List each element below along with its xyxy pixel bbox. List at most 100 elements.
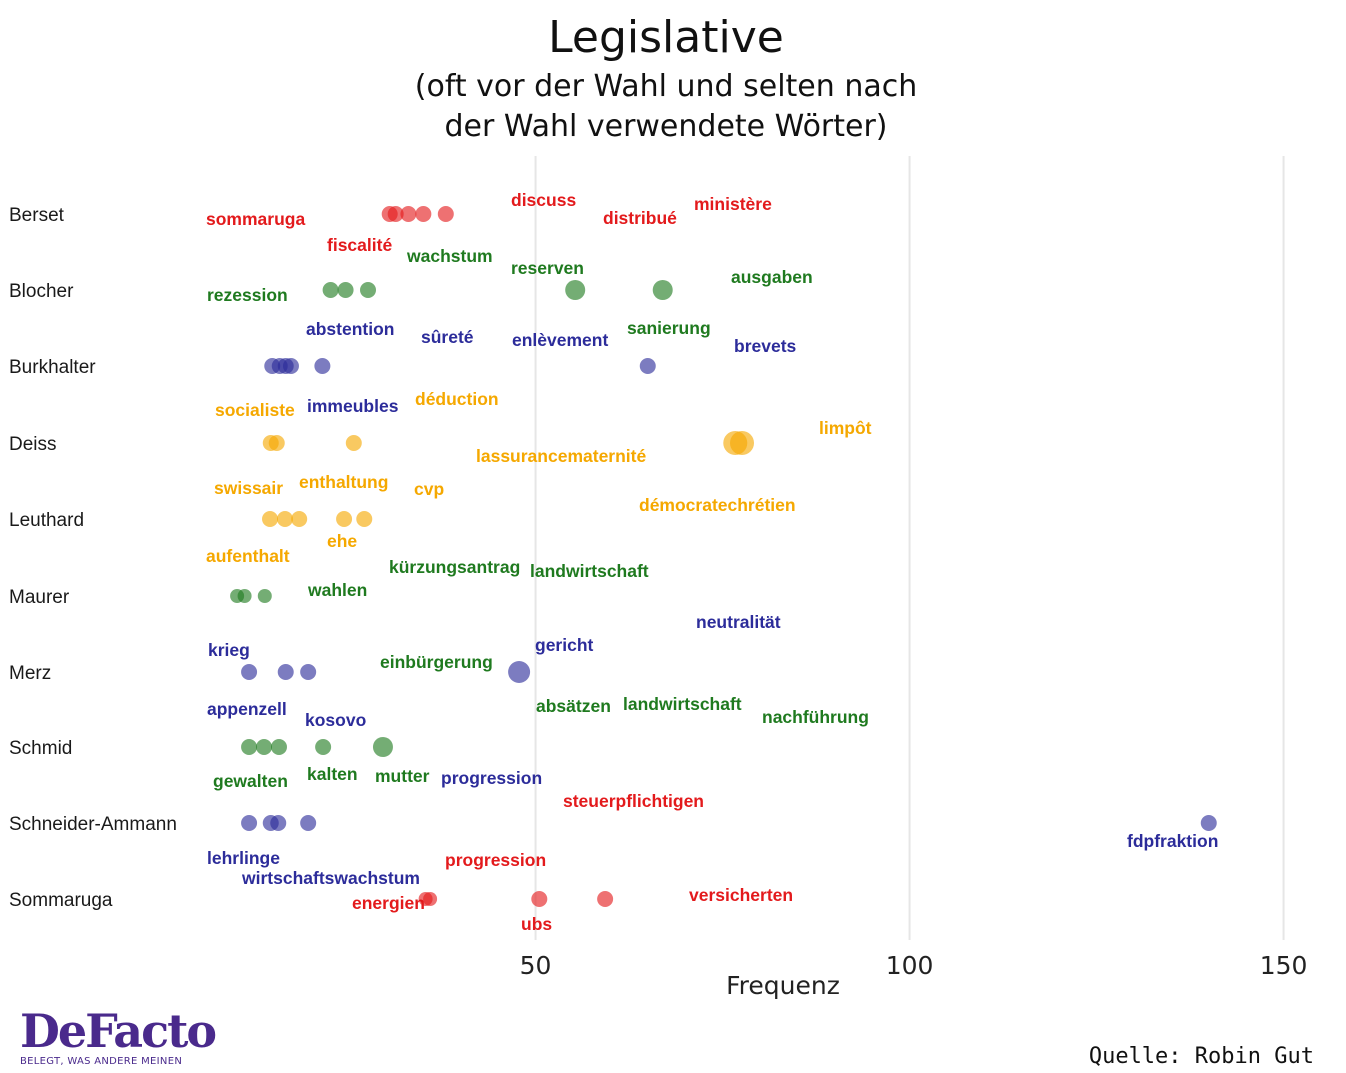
data-point xyxy=(730,431,755,455)
word-label: rezession xyxy=(207,285,288,305)
data-point xyxy=(237,589,252,603)
data-point xyxy=(270,739,287,755)
data-point xyxy=(314,358,331,374)
data-point xyxy=(437,206,454,222)
word-label: absätzen xyxy=(536,696,611,716)
data-point xyxy=(531,891,548,907)
word-label: sanierung xyxy=(627,318,711,338)
word-label: einbürgerung xyxy=(380,652,493,672)
word-label: brevets xyxy=(734,336,797,356)
word-label: socialiste xyxy=(215,400,295,420)
category-labels: Berset Blocher Burkhalter Deiss Leuthard Maur… xyxy=(9,205,177,911)
word-label: nachführung xyxy=(762,707,869,727)
word-annotations: sommaruga discuss distribué ministère fiscal… xyxy=(206,190,1218,934)
gridlines xyxy=(534,156,1285,940)
word-label: sûreté xyxy=(421,327,474,347)
word-label: enthaltung xyxy=(299,472,388,492)
data-point xyxy=(345,435,362,451)
chart-title: Legislative xyxy=(548,12,784,63)
x-tick-labels: 50 100 150 xyxy=(520,951,1308,980)
data-point xyxy=(423,892,438,906)
word-label: abstention xyxy=(306,319,394,339)
word-label: wahlen xyxy=(307,580,367,600)
data-point xyxy=(256,739,273,755)
category-label: Schmid xyxy=(9,738,72,759)
word-label: démocratechrétien xyxy=(639,495,796,515)
chart-subtitle-line-1: (oft vor der Wahl und selten nach xyxy=(415,69,917,104)
word-label: fdpfraktion xyxy=(1127,831,1218,851)
word-label: ministère xyxy=(694,194,772,214)
word-label: lassurancematernité xyxy=(476,446,646,466)
word-label: steuerpflichtigen xyxy=(563,791,704,811)
data-point xyxy=(282,358,299,374)
word-label: enlèvement xyxy=(512,330,608,350)
chart-subtitle-line-2: der Wahl verwendete Wörter) xyxy=(444,109,887,144)
word-label: sommaruga xyxy=(206,209,305,229)
data-point xyxy=(241,739,258,755)
category-label: Sommaruga xyxy=(9,890,113,911)
data-point xyxy=(387,206,404,222)
word-label: kürzungsantrag xyxy=(389,557,520,577)
word-label: ehe xyxy=(327,531,357,551)
word-label: progression xyxy=(441,768,542,788)
data-point xyxy=(300,815,317,831)
word-label: ubs xyxy=(521,914,552,934)
data-point xyxy=(315,739,332,755)
word-label: krieg xyxy=(208,640,250,660)
category-label: Berset xyxy=(9,205,65,226)
word-label: gericht xyxy=(535,635,594,655)
word-label: wirtschaftswachstum xyxy=(241,868,420,888)
data-point xyxy=(291,511,308,527)
data-point xyxy=(262,511,279,527)
x-tick-label: 100 xyxy=(886,951,934,980)
word-label: appenzell xyxy=(207,699,287,719)
word-label: versicherten xyxy=(689,885,793,905)
word-label: cvp xyxy=(414,479,444,499)
word-label: reserven xyxy=(511,258,584,278)
data-point xyxy=(276,511,293,527)
category-label: Blocher xyxy=(9,281,74,302)
data-point xyxy=(277,664,294,680)
data-point xyxy=(241,664,258,680)
data-point xyxy=(415,206,432,222)
data-point xyxy=(400,206,417,222)
category-label: Maurer xyxy=(9,587,70,608)
category-label: Leuthard xyxy=(9,510,84,531)
data-points xyxy=(230,206,1217,907)
data-point xyxy=(322,282,339,298)
logo-wordmark: DeFacto xyxy=(20,1004,217,1058)
data-point xyxy=(300,664,317,680)
x-tick-label: 50 xyxy=(520,951,552,980)
x-tick-label: 150 xyxy=(1260,951,1308,980)
defacto-logo: DeFacto BELEGT, WAS ANDERE MEINEN xyxy=(20,1004,217,1067)
data-point xyxy=(652,280,673,300)
word-label: kalten xyxy=(307,764,358,784)
data-point xyxy=(356,511,373,527)
word-label: gewalten xyxy=(213,771,288,791)
word-label: limpôt xyxy=(819,418,872,438)
logo-tagline: BELEGT, WAS ANDERE MEINEN xyxy=(20,1056,183,1067)
category-label: Merz xyxy=(9,663,51,684)
data-point xyxy=(268,435,285,451)
data-point xyxy=(336,511,353,527)
data-point xyxy=(597,891,614,907)
word-label: landwirtschaft xyxy=(623,694,742,714)
word-label: discuss xyxy=(511,190,576,210)
category-label: Schneider-Ammann xyxy=(9,814,177,835)
word-label: fiscalité xyxy=(327,235,392,255)
data-point xyxy=(270,815,287,831)
data-point xyxy=(639,358,656,374)
data-point xyxy=(337,282,354,298)
word-label: déduction xyxy=(415,389,499,409)
word-label: aufenthalt xyxy=(206,546,290,566)
word-label: kosovo xyxy=(305,710,366,730)
category-label: Deiss xyxy=(9,434,57,455)
word-label: immeubles xyxy=(307,396,399,416)
data-point xyxy=(565,280,586,300)
data-point xyxy=(372,737,393,757)
word-label: progression xyxy=(445,850,546,870)
source-note: Quelle: Robin Gut xyxy=(1088,1044,1314,1069)
word-label: swissair xyxy=(214,478,283,498)
word-label: mutter xyxy=(375,766,430,786)
